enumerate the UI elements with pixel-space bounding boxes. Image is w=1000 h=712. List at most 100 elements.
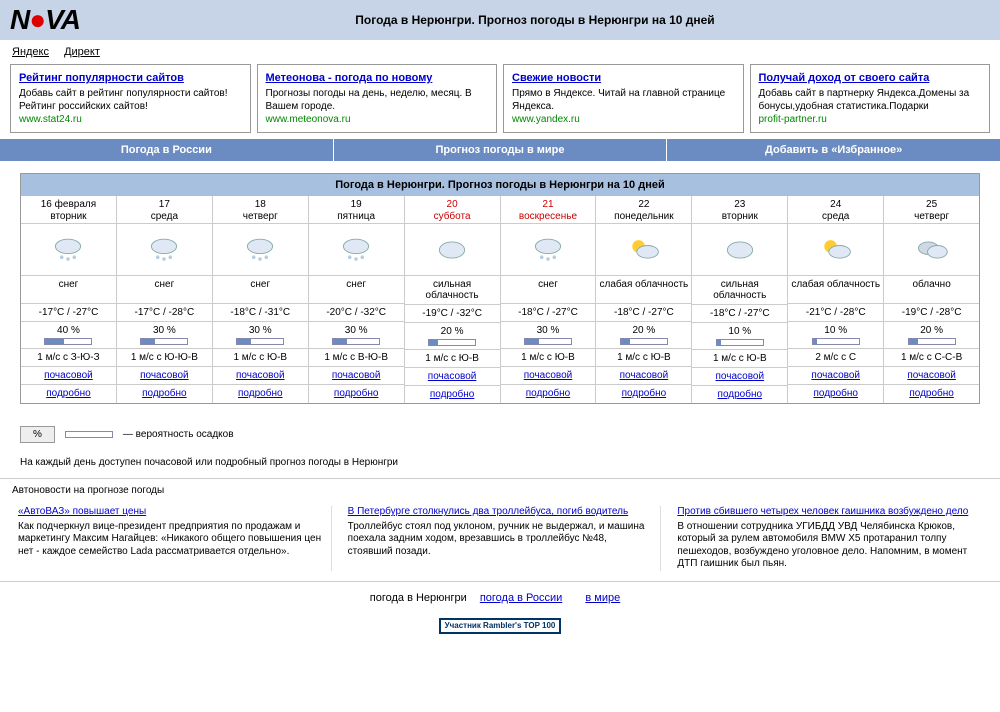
hourly-link[interactable]: почасовой — [788, 367, 883, 385]
detail-link[interactable]: подробно — [21, 385, 116, 402]
footer-russia[interactable]: погода в России — [480, 592, 562, 604]
hourly-link[interactable]: почасовой — [596, 367, 691, 385]
news-item: Против сбившего четырех человек гаишника… — [669, 506, 990, 571]
page-header: N●VA Погода в Нерюнгри. Прогноз погоды в… — [0, 0, 1000, 40]
weather-icon — [21, 224, 116, 276]
condition-text: слабая облачность — [596, 276, 691, 304]
weather-icon — [213, 224, 308, 276]
ad-title[interactable]: Рейтинг популярности сайтов — [19, 71, 242, 85]
wind-text: 1 м/с с Ю-В — [596, 349, 691, 367]
weather-icon — [884, 224, 979, 276]
condition-text: облачно — [884, 276, 979, 304]
footer-world[interactable]: в мире — [585, 592, 620, 604]
day-column: 17средаснег-17°C / -28°C30 %1 м/с с Ю-Ю-… — [117, 196, 213, 403]
prob-cell: 10 % — [692, 323, 787, 350]
prob-cell: 30 % — [309, 322, 404, 349]
detail-link[interactable]: подробно — [788, 385, 883, 402]
prob-cell: 40 % — [21, 322, 116, 349]
temp-text: -18°C / -27°C — [692, 305, 787, 323]
wind-text: 1 м/с с В-Ю-В — [309, 349, 404, 367]
hourly-link[interactable]: почасовой — [21, 367, 116, 385]
hourly-link[interactable]: почасовой — [213, 367, 308, 385]
news-title[interactable]: Против сбившего четырех человек гаишника… — [677, 506, 982, 519]
day-header: 20суббота — [405, 196, 500, 224]
rambler-badge[interactable]: Участник Rambler's TOP 100 — [0, 614, 1000, 644]
wind-text: 1 м/с с Ю-В — [692, 350, 787, 368]
news-title[interactable]: В Петербурге столкнулись два троллейбуса… — [348, 506, 653, 519]
ad-text: Прямо в Яндексе. Читай на главной страни… — [512, 88, 725, 112]
day-header: 24среда — [788, 196, 883, 224]
news-text: Как подчеркнул вице-президент предприяти… — [18, 521, 321, 557]
condition-text: слабая облачность — [788, 276, 883, 304]
ad-block[interactable]: Свежие новости Прямо в Яндексе. Читай на … — [503, 64, 744, 133]
wind-text: 2 м/с с С — [788, 349, 883, 367]
ad-block[interactable]: Получай доход от своего сайтаДобавь сайт… — [750, 64, 991, 133]
yandex-direct-row: Яндекс Директ — [0, 40, 1000, 64]
temp-text: -18°C / -31°C — [213, 304, 308, 322]
temp-text: -21°C / -28°C — [788, 304, 883, 322]
hourly-link[interactable]: почасовой — [117, 367, 212, 385]
weather-icon — [117, 224, 212, 276]
direct-link[interactable]: Директ — [64, 46, 100, 58]
weather-icon — [692, 224, 787, 276]
news-header: Автоновости на прогнозе погоды — [0, 478, 1000, 502]
ad-title[interactable]: Метеонова - погода по новому — [266, 71, 489, 85]
detail-link[interactable]: подробно — [596, 385, 691, 402]
forecast-section: Погода в Нерюнгри. Прогноз погоды в Нерю… — [0, 161, 1000, 416]
footer-links: погода в Нерюнгри погода в России в мире — [0, 582, 1000, 614]
ads-row: Рейтинг популярности сайтов Добавь сайт в… — [0, 64, 1000, 139]
weather-icon — [788, 224, 883, 276]
condition-text: сильная облачность — [405, 276, 500, 305]
detail-link[interactable]: подробно — [213, 385, 308, 402]
ad-url[interactable]: www.yandex.ru — [512, 114, 580, 125]
ad-text: Добавь сайт в рейтинг популярности сайто… — [19, 88, 228, 112]
yandex-link[interactable]: Яндекс — [12, 46, 49, 58]
nav-fav[interactable]: Добавить в «Избранное» — [667, 139, 1000, 161]
hourly-link[interactable]: почасовой — [692, 368, 787, 386]
temp-text: -17°C / -28°C — [117, 304, 212, 322]
nav-russia[interactable]: Погода в России — [0, 139, 334, 161]
weather-icon — [309, 224, 404, 276]
news-title[interactable]: «АвтоВАЗ» повышает цены — [18, 506, 323, 519]
ad-title[interactable]: Получай доход от своего сайта — [759, 71, 982, 85]
legend: % — вероятность осадков — [0, 416, 1000, 453]
news-text: В отношении сотрудника УГИБДД УВД Челяби… — [677, 521, 967, 570]
hourly-link[interactable]: почасовой — [884, 367, 979, 385]
ad-block[interactable]: Метеонова - погода по новомуПрогнозы пог… — [257, 64, 498, 133]
weather-icon — [501, 224, 596, 276]
hourly-link[interactable]: почасовой — [405, 368, 500, 386]
logo[interactable]: N●VA — [10, 4, 80, 36]
hourly-link[interactable]: почасовой — [501, 367, 596, 385]
prob-cell: 30 % — [117, 322, 212, 349]
news-row: «АвтоВАЗ» повышает цены Как подчеркнул ви… — [0, 502, 1000, 582]
detail-link[interactable]: подробно — [501, 385, 596, 402]
ad-title[interactable]: Свежие новости — [512, 71, 735, 85]
nav-world[interactable]: Прогноз погоды в мире — [334, 139, 668, 161]
forecast-title: Погода в Нерюнгри. Прогноз погоды в Нерю… — [21, 174, 979, 196]
legend-text: — вероятность осадков — [123, 429, 234, 440]
news-item: «АвтоВАЗ» повышает цены Как подчеркнул ви… — [10, 506, 332, 571]
ad-url[interactable]: www.meteonova.ru — [266, 114, 351, 125]
ad-url[interactable]: profit-partner.ru — [759, 114, 827, 125]
day-column: 24средаслабая облачность-21°C / -28°C10 … — [788, 196, 884, 403]
condition-text: сильная облачность — [692, 276, 787, 305]
prob-cell: 20 % — [405, 323, 500, 350]
condition-text: снег — [117, 276, 212, 304]
hourly-link[interactable]: почасовой — [309, 367, 404, 385]
ad-url[interactable]: www.stat24.ru — [19, 114, 82, 125]
ad-block[interactable]: Рейтинг популярности сайтов Добавь сайт в… — [10, 64, 251, 133]
news-item: В Петербурге столкнулись два троллейбуса… — [340, 506, 662, 571]
weather-icon — [596, 224, 691, 276]
forecast-grid: 16 февралявторникснег-17°C / -27°C40 %1 … — [21, 196, 979, 403]
detail-link[interactable]: подробно — [117, 385, 212, 402]
temp-text: -18°C / -27°C — [501, 304, 596, 322]
detail-link[interactable]: подробно — [884, 385, 979, 402]
prob-cell: 30 % — [501, 322, 596, 349]
detail-link[interactable]: подробно — [309, 385, 404, 402]
day-column: 22понедельникслабая облачность-18°C / -2… — [596, 196, 692, 403]
detail-link[interactable]: подробно — [405, 386, 500, 403]
day-column: 23вторник сильная облачность-18°C / -27°C… — [692, 196, 788, 403]
detail-link[interactable]: подробно — [692, 386, 787, 403]
day-header: 23вторник — [692, 196, 787, 224]
weather-icon — [405, 224, 500, 276]
